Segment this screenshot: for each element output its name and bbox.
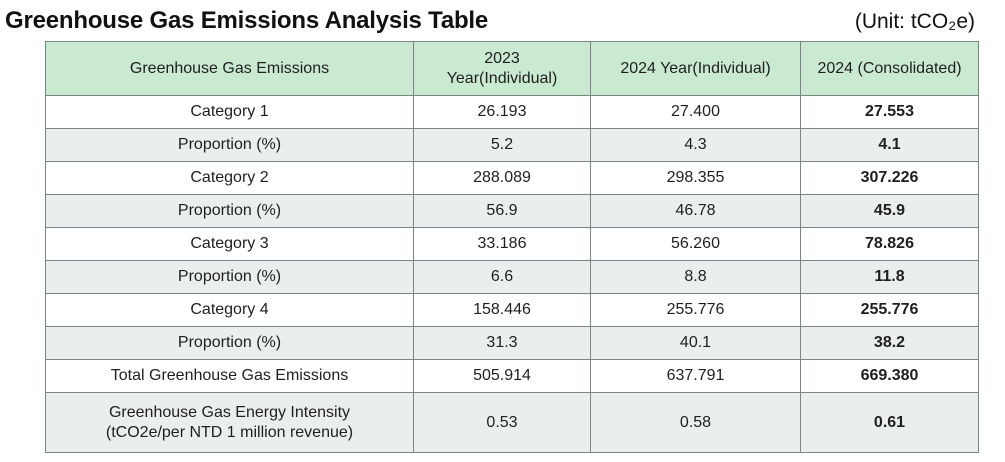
value-cell: 0.53 xyxy=(413,392,591,453)
value-cell: 307.226 xyxy=(800,161,979,195)
unit-label: (Unit: tCO₂e) xyxy=(854,10,975,33)
table-row-proportion-4: Proportion (%) 31.3 40.1 38.2 xyxy=(45,326,979,360)
table-row-proportion-3: Proportion (%) 6.6 8.8 11.8 xyxy=(45,260,979,294)
row-label-cell: Proportion (%) xyxy=(45,260,414,294)
column-header-metric: Greenhouse Gas Emissions xyxy=(45,41,414,96)
value-cell: 255.776 xyxy=(590,293,801,327)
value-cell: 505.914 xyxy=(413,359,591,393)
value-cell: 669.380 xyxy=(800,359,979,393)
row-label-cell: Category 4 xyxy=(45,293,414,327)
value-cell: 38.2 xyxy=(800,326,979,360)
value-cell: 11.8 xyxy=(800,260,979,294)
row-label-cell: Category 1 xyxy=(45,95,414,129)
value-cell: 27.553 xyxy=(800,95,979,129)
row-label-cell: Proportion (%) xyxy=(45,194,414,228)
value-cell: 0.58 xyxy=(590,392,801,453)
value-cell: 0.61 xyxy=(800,392,979,453)
value-cell: 158.446 xyxy=(413,293,591,327)
table-row-total-emissions: Total Greenhouse Gas Emissions 505.914 6… xyxy=(45,359,979,393)
value-cell: 33.186 xyxy=(413,227,591,261)
title-bar: Greenhouse Gas Emissions Analysis Table … xyxy=(0,0,1005,39)
value-cell: 31.3 xyxy=(413,326,591,360)
table-row-category-4: Category 4 158.446 255.776 255.776 xyxy=(45,293,979,327)
value-cell: 56.260 xyxy=(590,227,801,261)
table-row-category-1: Category 1 26.193 27.400 27.553 xyxy=(45,95,979,129)
row-label-cell: Total Greenhouse Gas Emissions xyxy=(45,359,414,393)
table-row-category-3: Category 3 33.186 56.260 78.826 xyxy=(45,227,979,261)
value-cell: 637.791 xyxy=(590,359,801,393)
row-label-cell: Proportion (%) xyxy=(45,326,414,360)
value-cell: 5.2 xyxy=(413,128,591,162)
value-cell: 8.8 xyxy=(590,260,801,294)
value-cell: 27.400 xyxy=(590,95,801,129)
value-cell: 40.1 xyxy=(590,326,801,360)
value-cell: 46.78 xyxy=(590,194,801,228)
table-row-proportion-1: Proportion (%) 5.2 4.3 4.1 xyxy=(45,128,979,162)
row-label-cell: Category 2 xyxy=(45,161,414,195)
value-cell: 26.193 xyxy=(413,95,591,129)
value-cell: 4.1 xyxy=(800,128,979,162)
row-label-cell: Proportion (%) xyxy=(45,128,414,162)
row-label-cell: Greenhouse Gas Energy Intensity (tCO2e/p… xyxy=(45,392,414,453)
value-cell: 255.776 xyxy=(800,293,979,327)
value-cell: 298.355 xyxy=(590,161,801,195)
column-header-2024-individual: 2024 Year(Individual) xyxy=(590,41,801,96)
table-row-category-2: Category 2 288.089 298.355 307.226 xyxy=(45,161,979,195)
row-label-cell: Category 3 xyxy=(45,227,414,261)
header-row: Greenhouse Gas Emissions 2023 Year(Indiv… xyxy=(45,41,979,96)
value-cell: 6.6 xyxy=(413,260,591,294)
table-row-proportion-2: Proportion (%) 56.9 46.78 45.9 xyxy=(45,194,979,228)
value-cell: 56.9 xyxy=(413,194,591,228)
page-title: Greenhouse Gas Emissions Analysis Table xyxy=(5,7,489,34)
value-cell: 288.089 xyxy=(413,161,591,195)
column-header-2024-consolidated: 2024 (Consolidated) xyxy=(800,41,979,96)
column-header-2023-individual: 2023 Year(Individual) xyxy=(413,41,591,96)
value-cell: 78.826 xyxy=(800,227,979,261)
emissions-table: Greenhouse Gas Emissions 2023 Year(Indiv… xyxy=(45,41,979,453)
value-cell: 45.9 xyxy=(800,194,979,228)
table-row-energy-intensity: Greenhouse Gas Energy Intensity (tCO2e/p… xyxy=(45,392,979,453)
value-cell: 4.3 xyxy=(590,128,801,162)
